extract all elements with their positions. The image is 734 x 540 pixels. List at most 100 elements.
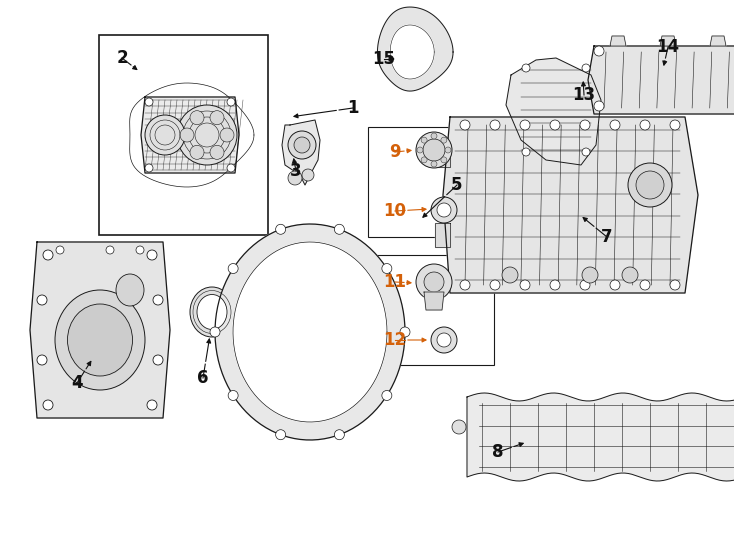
Ellipse shape: [116, 274, 144, 306]
Circle shape: [145, 164, 153, 172]
Circle shape: [220, 128, 234, 142]
Circle shape: [153, 295, 163, 305]
Polygon shape: [435, 143, 450, 167]
Circle shape: [490, 120, 500, 130]
Circle shape: [431, 161, 437, 167]
Circle shape: [502, 267, 518, 283]
Circle shape: [520, 280, 530, 290]
Circle shape: [190, 111, 204, 125]
Text: 4: 4: [71, 374, 83, 392]
Circle shape: [335, 430, 344, 440]
Circle shape: [460, 120, 470, 130]
Circle shape: [582, 64, 590, 72]
Circle shape: [421, 157, 427, 163]
Bar: [368, 127, 494, 237]
Circle shape: [640, 120, 650, 130]
Circle shape: [37, 295, 47, 305]
Circle shape: [610, 280, 620, 290]
Circle shape: [145, 98, 153, 106]
Polygon shape: [215, 224, 405, 440]
Circle shape: [276, 224, 286, 234]
Circle shape: [147, 400, 157, 410]
Text: 3: 3: [290, 162, 302, 180]
Circle shape: [424, 272, 444, 292]
Polygon shape: [435, 223, 450, 247]
Circle shape: [288, 171, 302, 185]
Circle shape: [180, 128, 194, 142]
Polygon shape: [30, 242, 170, 418]
Circle shape: [437, 203, 451, 217]
Circle shape: [43, 400, 53, 410]
Circle shape: [210, 327, 220, 337]
Ellipse shape: [190, 287, 234, 337]
Circle shape: [431, 133, 437, 139]
Circle shape: [288, 131, 316, 159]
Circle shape: [431, 327, 457, 353]
Text: 6: 6: [197, 369, 208, 387]
Text: 11: 11: [383, 273, 407, 291]
Circle shape: [294, 137, 310, 153]
Circle shape: [382, 390, 392, 401]
Circle shape: [670, 280, 680, 290]
Bar: [368, 255, 494, 365]
Text: 13: 13: [573, 86, 595, 104]
Circle shape: [421, 137, 427, 143]
Ellipse shape: [55, 290, 145, 390]
Circle shape: [147, 250, 157, 260]
Circle shape: [276, 430, 286, 440]
Circle shape: [416, 264, 452, 300]
Circle shape: [441, 157, 447, 163]
Circle shape: [382, 264, 392, 274]
Polygon shape: [588, 46, 734, 114]
Circle shape: [550, 120, 560, 130]
Circle shape: [490, 280, 500, 290]
Text: 2: 2: [116, 49, 128, 67]
Circle shape: [441, 137, 447, 143]
Circle shape: [153, 355, 163, 365]
Circle shape: [452, 420, 466, 434]
Text: 1: 1: [347, 99, 359, 117]
Circle shape: [136, 246, 144, 254]
Circle shape: [56, 246, 64, 254]
Circle shape: [145, 115, 185, 155]
Text: 5: 5: [451, 176, 462, 194]
Circle shape: [582, 148, 590, 156]
Circle shape: [670, 120, 680, 130]
Circle shape: [594, 101, 604, 111]
Circle shape: [416, 132, 452, 168]
Circle shape: [594, 46, 604, 56]
Text: 10: 10: [383, 202, 407, 220]
Circle shape: [335, 224, 344, 234]
Circle shape: [210, 111, 224, 125]
Circle shape: [43, 250, 53, 260]
Circle shape: [400, 327, 410, 337]
Text: 9: 9: [389, 143, 401, 161]
Ellipse shape: [197, 294, 227, 329]
Circle shape: [522, 148, 530, 156]
Text: 15: 15: [372, 50, 396, 68]
Polygon shape: [233, 242, 387, 422]
Circle shape: [431, 197, 457, 223]
Circle shape: [550, 280, 560, 290]
Polygon shape: [443, 117, 698, 293]
Circle shape: [636, 171, 664, 199]
Polygon shape: [506, 58, 601, 165]
Circle shape: [445, 147, 451, 153]
Circle shape: [610, 120, 620, 130]
Circle shape: [640, 280, 650, 290]
Text: 14: 14: [656, 38, 680, 56]
Polygon shape: [710, 36, 726, 46]
Circle shape: [520, 120, 530, 130]
Circle shape: [437, 333, 451, 347]
Circle shape: [522, 64, 530, 72]
Ellipse shape: [68, 304, 133, 376]
Circle shape: [228, 264, 238, 274]
Bar: [99, 35, 268, 235]
Circle shape: [37, 355, 47, 365]
Circle shape: [227, 98, 235, 106]
Circle shape: [580, 120, 590, 130]
Circle shape: [582, 267, 598, 283]
Circle shape: [302, 169, 314, 181]
Polygon shape: [390, 25, 435, 79]
Text: 8: 8: [493, 443, 504, 461]
